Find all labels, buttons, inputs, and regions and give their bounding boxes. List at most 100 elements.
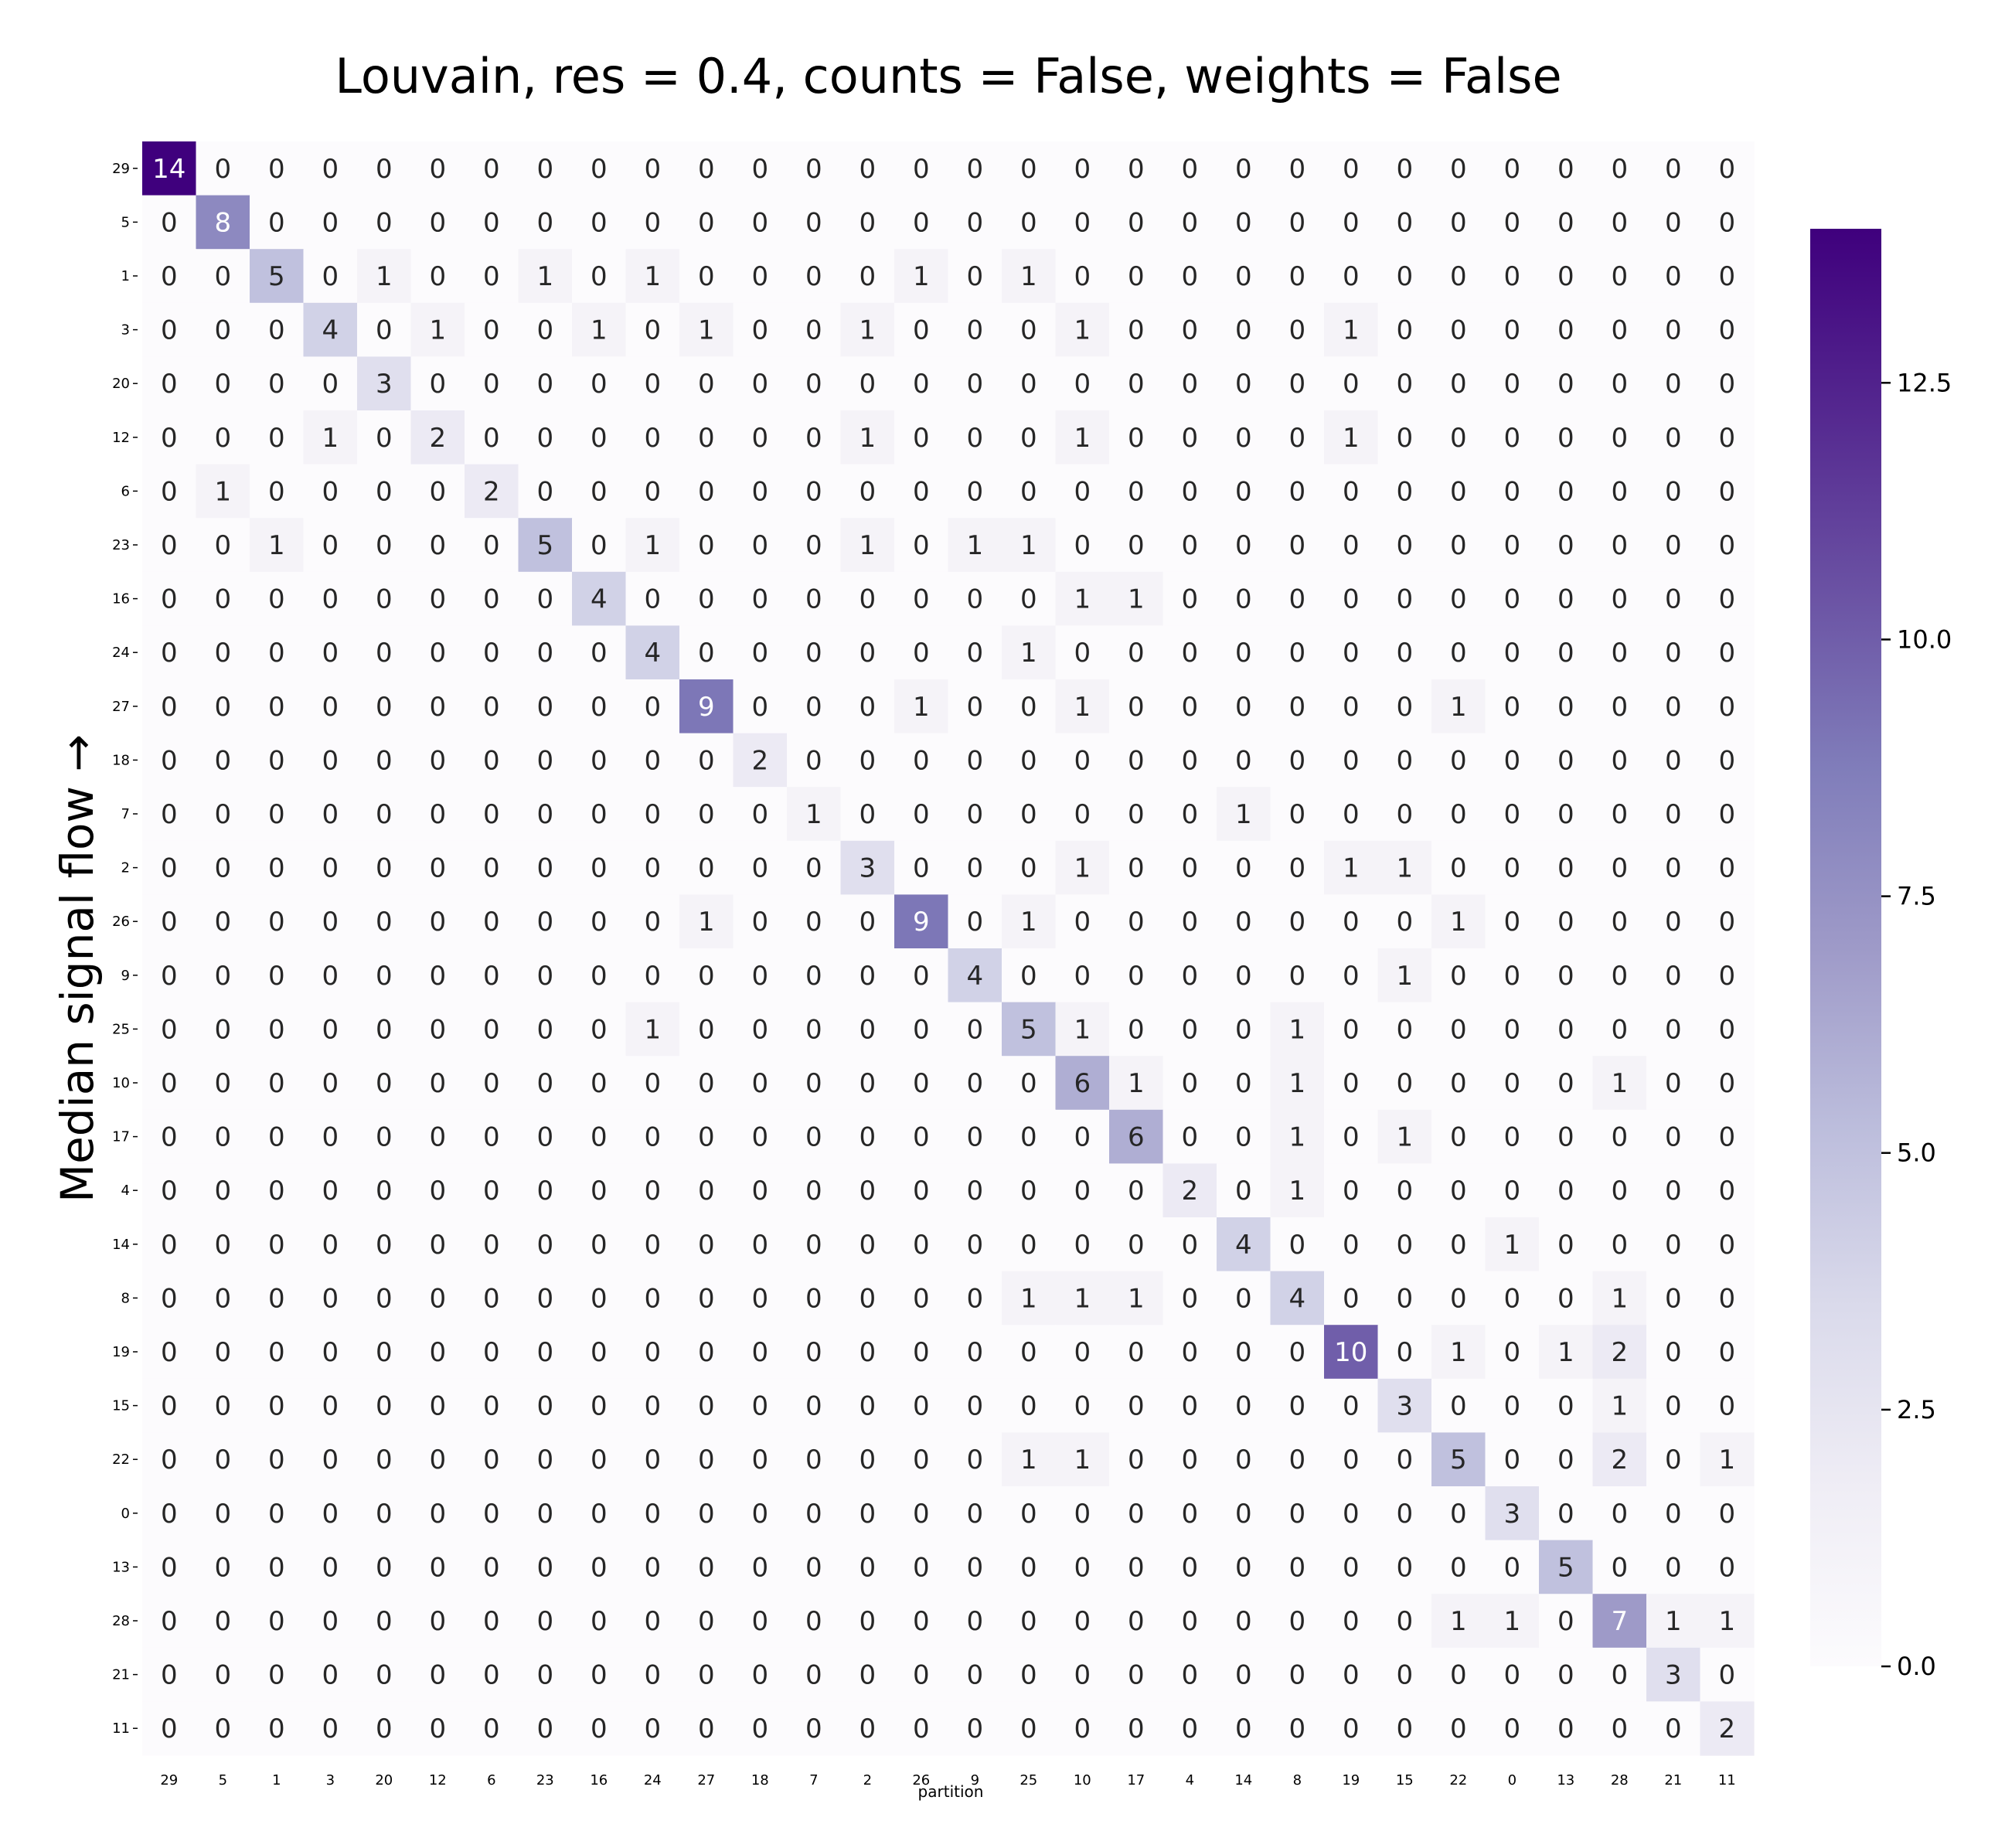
cell-value-label: 0 [1288,207,1305,238]
heatmap-cell [679,1163,734,1218]
cell-value-label: 0 [591,1337,608,1368]
heatmap-cell [787,1056,842,1111]
cell-value-label: 0 [1450,1499,1467,1530]
cell-value-label: 0 [376,1014,393,1045]
cell-value-label: 0 [966,1337,983,1368]
heatmap-cell [1377,733,1432,788]
cell-value-label: 0 [591,692,608,723]
heatmap-cell [1539,1701,1594,1756]
cell-value-label: 0 [429,369,446,400]
heatmap-cell [948,1378,1002,1433]
heatmap-cell [1270,356,1325,411]
heatmap-cell [1270,1056,1325,1111]
heatmap-cell [1700,787,1755,842]
heatmap-cell [1324,787,1379,842]
heatmap-cell [679,249,734,304]
heatmap-cell [1539,1486,1594,1541]
cell-value-label: 0 [1557,853,1574,884]
heatmap-cell [1055,464,1110,519]
heatmap-cell [465,1163,519,1218]
heatmap-cell [1270,1432,1325,1487]
cell-value-label: 0 [268,1068,285,1099]
cell-value-label: 0 [966,799,983,830]
cell-value-label: 0 [1288,154,1305,185]
heatmap-cell [1324,894,1379,949]
heatmap-cell [1485,1109,1540,1164]
cell-value-label: 0 [1450,1230,1467,1261]
heatmap-cell [250,1109,305,1164]
cell-value-label: 0 [1665,1068,1682,1099]
heatmap-cell [1539,410,1594,465]
cell-value-label: 0 [483,1445,500,1475]
cell-value-label: 0 [1343,1499,1360,1530]
heatmap-cell [196,1540,250,1594]
heatmap-cell [572,1594,627,1649]
cell-value-label: 1 [966,530,983,561]
cell-value-label: 0 [1503,1122,1520,1153]
heatmap-cell [410,1647,465,1702]
x-tick-label: 11 [1718,1772,1736,1788]
heatmap-cell [733,195,788,250]
cell-value-label: 0 [322,1283,339,1314]
cell-value-label: 0 [322,745,339,776]
heatmap-cell [1485,1486,1540,1541]
heatmap-cell [840,948,895,1003]
heatmap-cell [1592,1647,1647,1702]
cell-value-label: 0 [268,584,285,615]
cell-value-label: 0 [536,423,553,454]
heatmap-cell [410,141,465,196]
heatmap-cell [1270,1163,1325,1218]
heatmap-cell [1377,1540,1432,1594]
heatmap-cell [1002,1217,1057,1272]
cell-value-label: 0 [1343,961,1360,992]
heatmap-cell [518,1594,573,1649]
heatmap-cell [679,302,734,357]
heatmap-cell [1055,141,1110,196]
cell-value-label: 0 [1288,1660,1305,1691]
y-tick-label: 11 [112,1720,130,1737]
heatmap-cell [250,1647,305,1702]
heatmap-cell [518,1701,573,1756]
cell-value-label: 0 [1665,1337,1682,1368]
heatmap-cell [1592,195,1647,250]
cell-value-label: 0 [1128,1445,1145,1475]
heatmap-cell [142,1002,197,1057]
x-tick-label: 23 [536,1772,554,1788]
heatmap-cell [625,679,680,734]
heatmap-cell [303,787,358,842]
cell-value-label: 0 [698,154,715,185]
cell-value-label: 1 [1396,1122,1413,1153]
y-tick-labels: 2951320126231624271872269251017414819152… [112,161,138,1737]
heatmap-cell [733,679,788,734]
cell-value-label: 0 [536,1391,553,1422]
heatmap-cell [840,356,895,411]
heatmap-cell [303,894,358,949]
cell-value-label: 0 [698,1176,715,1206]
cell-value-label: 0 [1718,1068,1735,1099]
heatmap-cell [733,1647,788,1702]
cell-value-label: 0 [1181,638,1198,669]
heatmap-cell [948,1271,1002,1326]
heatmap-cell [679,1432,734,1487]
heatmap-cell [625,356,680,411]
heatmap-cell [572,1109,627,1164]
cell-value-label: 0 [751,261,768,292]
cell-value-label: 0 [1128,1714,1145,1744]
cell-value-label: 0 [751,476,768,507]
heatmap-cell [625,1378,680,1433]
cell-value-label: 0 [536,907,553,938]
cell-value-label: 0 [1020,1122,1037,1153]
cell-value-label: 0 [1665,1283,1682,1314]
heatmap-cell [787,1378,842,1433]
heatmap-cell [948,787,1002,842]
cell-value-label: 1 [1503,1606,1520,1637]
heatmap-cell [1002,1647,1057,1702]
cell-value-label: 0 [1074,799,1091,830]
heatmap-cell [465,302,519,357]
heatmap-cell [948,1647,1002,1702]
cell-value-label: 0 [536,476,553,507]
cell-value-label: 0 [1343,476,1360,507]
cell-value-label: 0 [1396,476,1413,507]
cell-value-label: 0 [1074,1499,1091,1530]
cell-value-label: 0 [966,638,983,669]
